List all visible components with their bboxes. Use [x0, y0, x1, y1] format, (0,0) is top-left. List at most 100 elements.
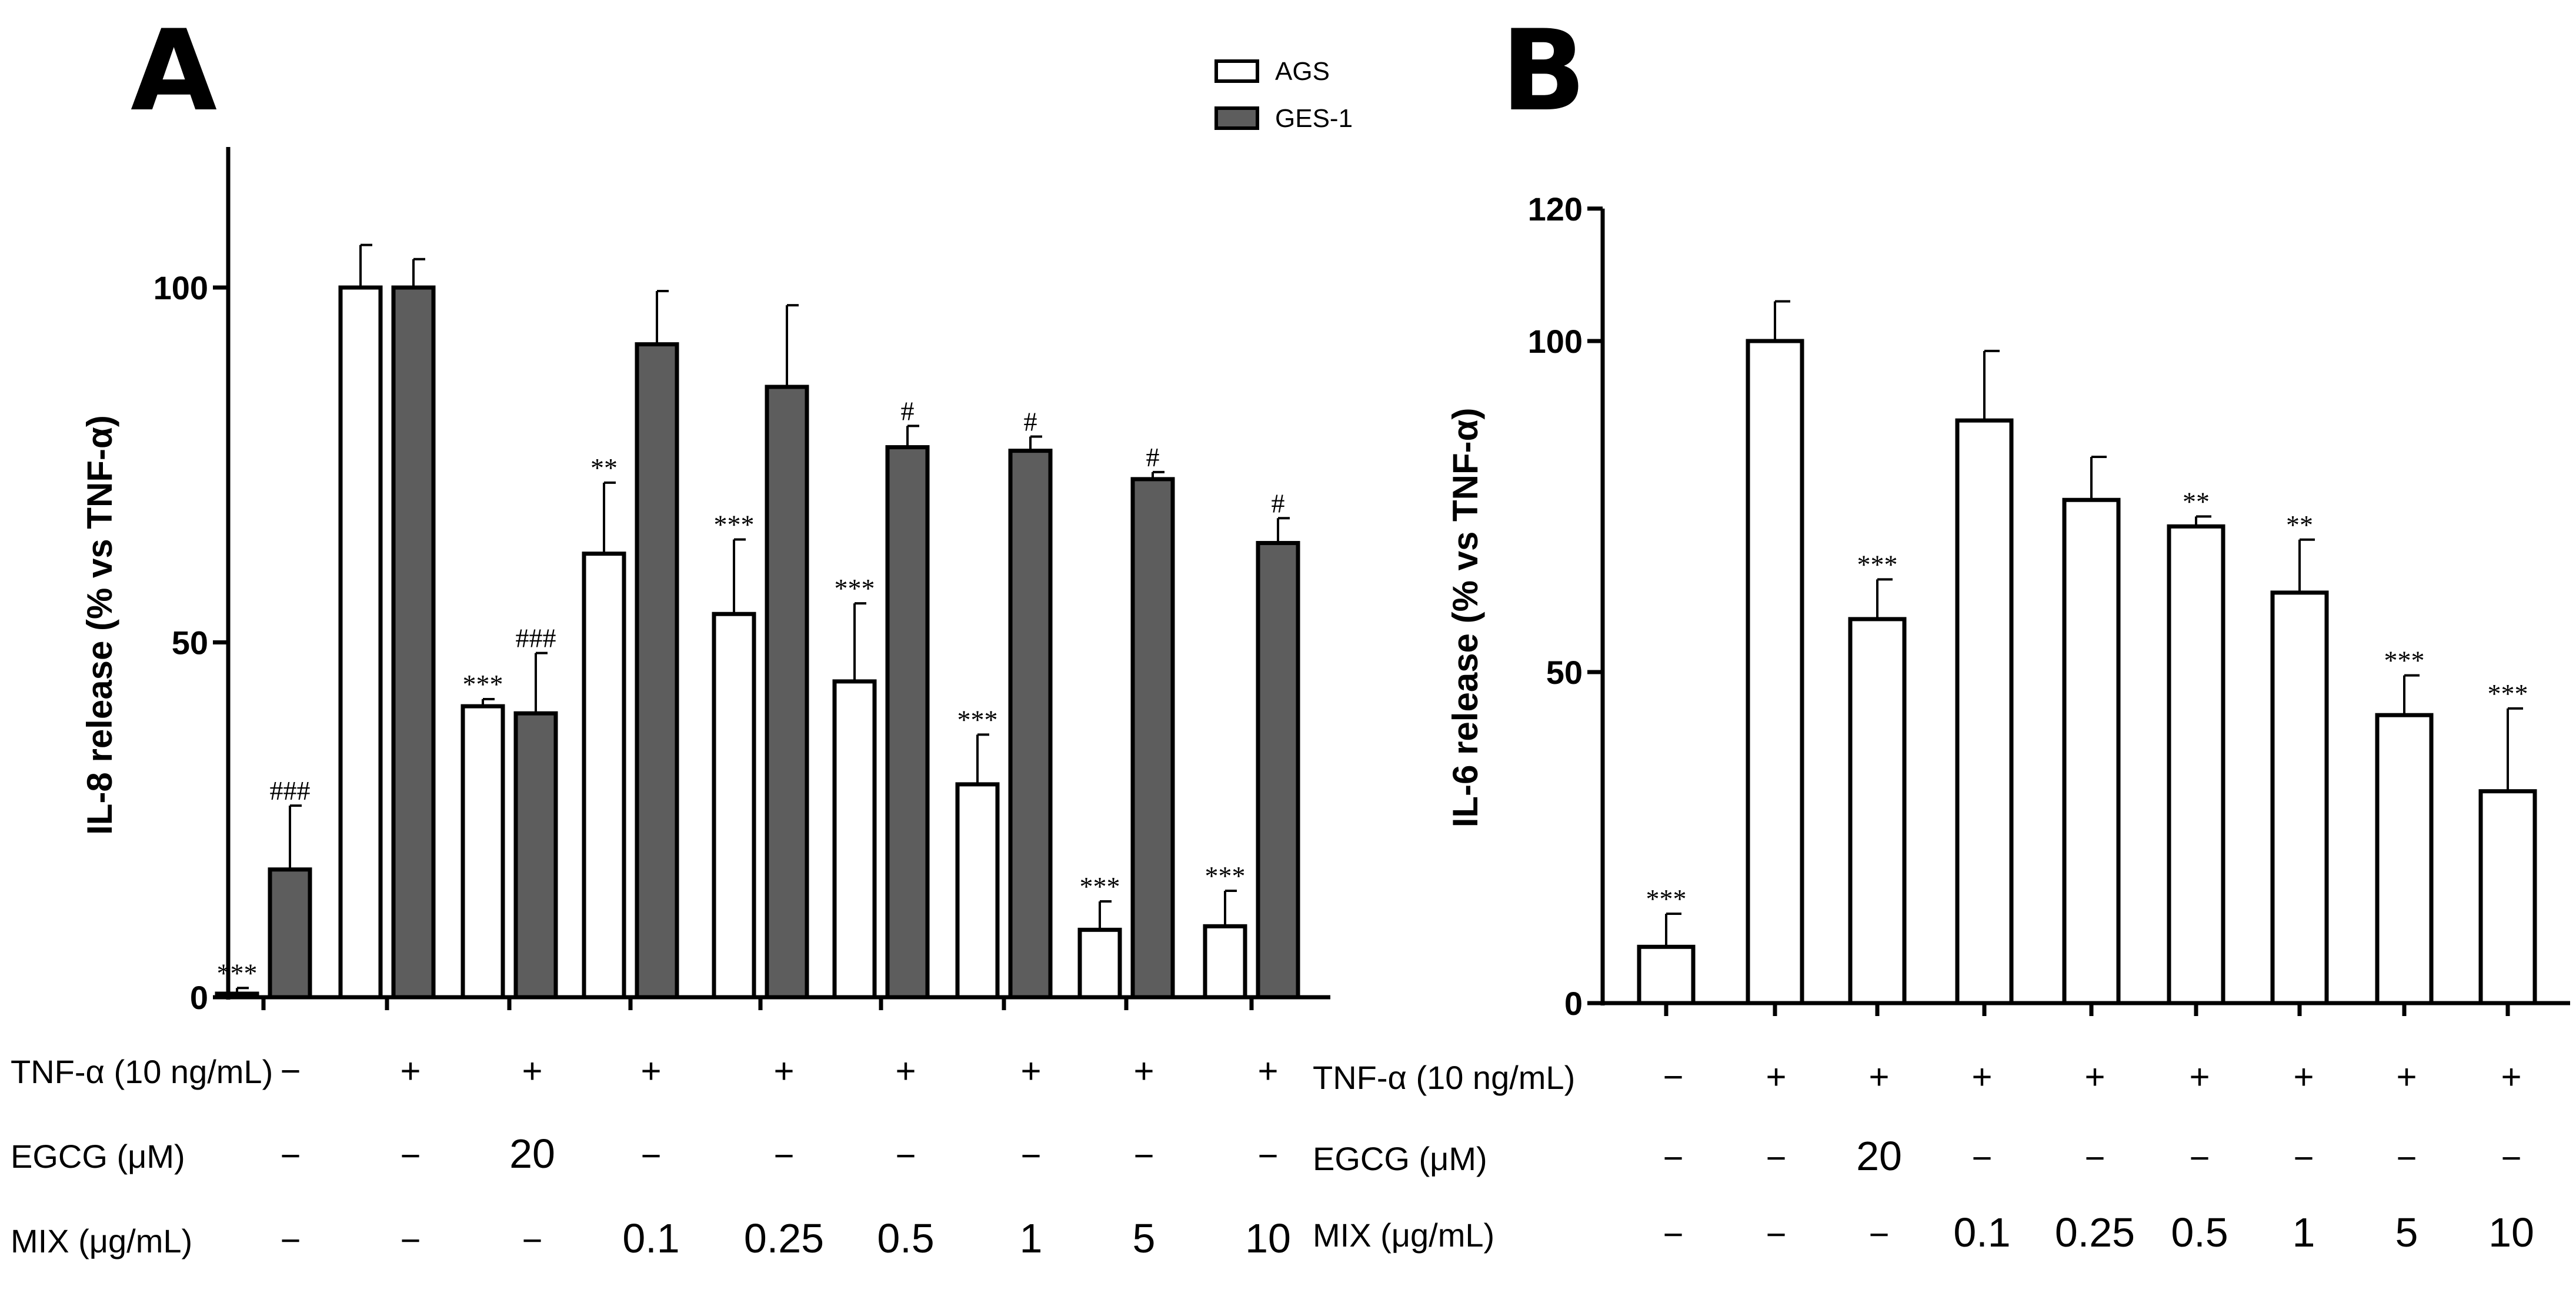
- cell-egcg-a: −: [1257, 1136, 1278, 1175]
- cell-mix-b: 5: [2395, 1210, 2418, 1255]
- significance-label: ***: [1857, 549, 1898, 579]
- cell-mix-b: −: [1663, 1215, 1683, 1254]
- cell-egcg-a: −: [400, 1136, 421, 1175]
- significance-label: ***: [835, 573, 875, 603]
- cell-mix-b: 10: [2488, 1210, 2534, 1255]
- bar-il6: [1848, 617, 1907, 1005]
- cell-egcg-b: 20: [1856, 1133, 1902, 1179]
- bar-il6: [1955, 418, 2014, 1005]
- bar-il6: [2375, 713, 2434, 1005]
- cell-egcg-b: −: [2396, 1138, 2417, 1178]
- bar-ags: [955, 782, 1000, 1000]
- bar-ags: [1077, 927, 1122, 1000]
- cell-mix-b: −: [1868, 1215, 1889, 1254]
- bar-ges-1: [513, 711, 558, 1000]
- legend-label-ags: AGS: [1275, 57, 1330, 86]
- cell-tnf-a: +: [400, 1051, 421, 1091]
- significance-label: #: [1024, 406, 1037, 436]
- y-tick-label: 120: [1528, 191, 1583, 228]
- bar-ges-1: [765, 385, 809, 1000]
- significance-label: **: [590, 453, 618, 483]
- significance-label: **: [2183, 486, 2210, 516]
- cell-tnf-b: +: [1868, 1057, 1889, 1097]
- row-label-mix-a: MIX (μg/mL): [11, 1222, 192, 1259]
- cell-egcg-a: −: [640, 1136, 661, 1175]
- row-label-mix-b: MIX (μg/mL): [1313, 1217, 1494, 1254]
- significance-label: #: [1272, 488, 1285, 518]
- cell-tnf-b: −: [1663, 1057, 1683, 1097]
- cell-egcg-b: −: [1663, 1138, 1683, 1178]
- cell-egcg-b: −: [2293, 1138, 2314, 1178]
- bar-ges-1: [1130, 477, 1175, 1000]
- cell-tnf-a: +: [1257, 1051, 1278, 1091]
- cell-mix-a: 0.25: [744, 1215, 824, 1261]
- y-axis-label: IL-8 release (% vs TNF-α): [80, 415, 119, 835]
- significance-label: ***: [957, 704, 998, 734]
- bar-ges-1: [1256, 541, 1300, 1000]
- cell-tnf-b: +: [2293, 1057, 2314, 1097]
- bar-ags: [1203, 924, 1247, 1000]
- cell-tnf-a: −: [280, 1051, 301, 1091]
- bar-ges-1: [1008, 449, 1053, 1000]
- significance-label: ###: [516, 623, 556, 653]
- cell-tnf-b: +: [1971, 1057, 1992, 1097]
- cell-egcg-a: −: [895, 1136, 916, 1175]
- significance-label: **: [2286, 510, 2313, 540]
- cell-mix-b: −: [1766, 1215, 1786, 1254]
- treatment-tables: TNF-α (10 ng/mL) − + + + + + + + + TNF-α (10 ng/mL…: [11, 1051, 2534, 1261]
- significance-label: ***: [2488, 679, 2528, 709]
- cell-egcg-a: −: [280, 1136, 301, 1175]
- cell-egcg-a: −: [1020, 1136, 1041, 1175]
- cell-tnf-a: +: [1020, 1051, 1041, 1091]
- cell-tnf-a: +: [640, 1051, 661, 1091]
- bar-ags: [215, 991, 259, 1000]
- bar-il6: [1746, 339, 1804, 1005]
- cell-tnf-a: +: [773, 1051, 794, 1091]
- y-tick-label: 100: [154, 269, 208, 306]
- row-label-egcg-a: EGCG (μM): [11, 1138, 185, 1175]
- bar-ges-1: [885, 445, 930, 1000]
- row-label-egcg-b: EGCG (μM): [1313, 1140, 1487, 1177]
- cell-mix-a: 10: [1245, 1215, 1291, 1261]
- cell-mix-a: 0.5: [877, 1215, 934, 1261]
- cell-egcg-a: 20: [509, 1131, 555, 1177]
- cell-tnf-b: +: [1766, 1057, 1786, 1097]
- bar-ags: [461, 704, 505, 1000]
- cell-mix-b: 0.5: [2171, 1210, 2228, 1255]
- bar-ges-1: [391, 285, 436, 1000]
- row-label-tnf-a: TNF-α (10 ng/mL): [11, 1053, 273, 1090]
- bar-ags: [832, 679, 877, 1000]
- y-tick-label: 50: [1546, 654, 1583, 691]
- bar-ags: [712, 612, 756, 1000]
- significance-label: ***: [714, 509, 755, 539]
- cell-mix-a: 0.1: [622, 1215, 679, 1261]
- significance-label: #: [901, 396, 915, 426]
- legend-swatch-ges-1: [1214, 106, 1259, 130]
- cell-egcg-b: −: [2084, 1138, 2105, 1178]
- bar-il6: [2062, 497, 2121, 1005]
- cell-tnf-b: +: [2396, 1057, 2417, 1097]
- row-label-tnf-b: TNF-α (10 ng/mL): [1313, 1059, 1575, 1096]
- cell-mix-a: −: [400, 1221, 421, 1260]
- bar-ags: [338, 285, 383, 1000]
- cell-tnf-b: +: [2501, 1057, 2521, 1097]
- cell-egcg-b: −: [1766, 1138, 1786, 1178]
- cell-mix-b: 0.1: [1953, 1210, 2010, 1255]
- cell-tnf-a: +: [895, 1051, 916, 1091]
- significance-label: ***: [1646, 884, 1687, 914]
- cell-mix-a: 5: [1133, 1215, 1156, 1261]
- bar-il6: [2478, 789, 2537, 1005]
- significance-label: #: [1146, 442, 1160, 472]
- significance-label: ***: [2384, 646, 2425, 676]
- legend-label-ges-1: GES-1: [1275, 104, 1353, 133]
- bar-ges-1: [268, 867, 312, 1000]
- legend: AGS GES-1: [1214, 57, 1353, 133]
- panel-b-letter: B: [1501, 6, 1586, 136]
- cell-egcg-b: −: [1971, 1138, 1992, 1178]
- y-axis-label: IL-6 release (% vs TNF-α): [1446, 408, 1485, 828]
- panel-a-letter: A: [131, 6, 217, 136]
- cell-egcg-a: −: [773, 1136, 794, 1175]
